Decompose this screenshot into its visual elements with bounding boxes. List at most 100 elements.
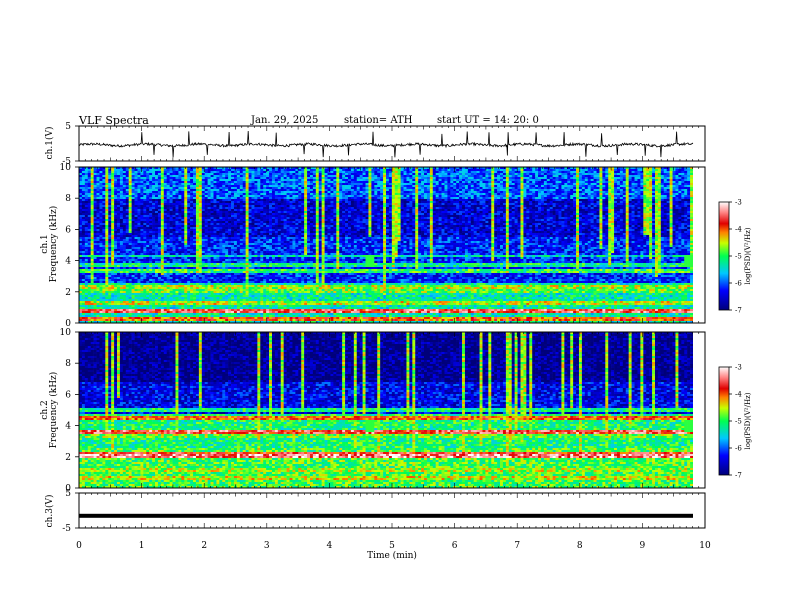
- spectrogram-cell: [681, 181, 685, 184]
- spectrogram-cell: [421, 171, 425, 174]
- spectrogram-cell: [535, 205, 539, 208]
- spectrogram-cell: [631, 177, 635, 180]
- spectrogram-cell: [482, 167, 486, 170]
- spectrogram-cell: [394, 203, 398, 206]
- spectrogram-cell: [535, 197, 539, 200]
- spectrogram-cell: [535, 167, 539, 170]
- spectrogram-cell: [128, 183, 132, 186]
- spectrogram-cell: [152, 209, 156, 212]
- spectrogram-cell: [450, 169, 454, 172]
- spectrogram-cell: [117, 183, 121, 186]
- spectrogram-cell: [131, 179, 135, 182]
- spectrogram-cell: [663, 195, 667, 198]
- spectrogram-cell: [280, 175, 284, 178]
- spectrogram-cell: [456, 177, 460, 180]
- spectrogram-cell: [523, 175, 527, 178]
- spectrogram-cell: [146, 173, 150, 176]
- spectrogram-cell: [526, 201, 530, 204]
- spectrogram-cell: [386, 207, 390, 210]
- spectrogram-cell: [570, 207, 574, 210]
- spectrogram-cell: [479, 187, 483, 190]
- spectrogram-cell: [517, 171, 521, 174]
- spectrogram-cell: [321, 203, 325, 206]
- spectrogram-cell: [304, 205, 308, 208]
- spectrogram-cell: [377, 173, 381, 176]
- spectrogram-cell: [374, 213, 378, 216]
- spectrogram-cell: [181, 203, 185, 206]
- spectrogram-cell: [383, 181, 387, 184]
- spectrogram-cell: [573, 185, 577, 188]
- spectrogram-cell: [114, 195, 118, 198]
- spectrogram-cell: [99, 211, 103, 214]
- spectrogram-cell: [479, 213, 483, 216]
- spectrogram-cell: [327, 175, 331, 178]
- spectrogram-cell: [421, 193, 425, 196]
- spectrogram-cell: [602, 173, 606, 176]
- spectrogram-cell: [567, 169, 571, 172]
- spectrogram-cell: [678, 193, 682, 196]
- spectrogram-cell: [251, 167, 255, 170]
- spectrogram-cell: [608, 175, 612, 178]
- spectrogram-cell: [409, 171, 413, 174]
- spectrogram-cell: [605, 191, 609, 194]
- spectrogram-cell: [216, 171, 220, 174]
- spectrogram-cell: [684, 167, 688, 170]
- spectrogram-cell: [79, 197, 83, 200]
- spectrogram-cell: [619, 197, 624, 200]
- spectrogram-cell: [233, 211, 238, 214]
- spectrogram-cell: [298, 187, 302, 190]
- spectrogram-cell: [119, 191, 124, 194]
- spectrogram-cell: [608, 199, 612, 202]
- spectrogram-cell: [93, 167, 97, 170]
- spectrogram-cell: [467, 209, 472, 212]
- spectrogram-cell: [359, 183, 363, 186]
- spectrogram-cell: [304, 195, 308, 198]
- spectrogram-cell: [131, 175, 135, 178]
- spectrogram-cell: [96, 211, 100, 214]
- spectrogram-cell: [353, 199, 358, 202]
- spectrogram-cell: [616, 203, 621, 206]
- spectrogram-cell: [347, 173, 352, 176]
- spectrogram-cell: [374, 207, 378, 210]
- spectrogram-cell: [429, 201, 434, 204]
- spectrogram-cell: [193, 211, 197, 214]
- spectrogram-cell: [155, 203, 159, 206]
- spectrogram-cell: [488, 179, 492, 182]
- spectrogram-cell: [371, 191, 375, 194]
- spectrogram-cell: [137, 211, 141, 214]
- spectrogram-cell: [470, 191, 475, 194]
- spectrogram-cell: [479, 211, 483, 214]
- spectrogram-cell: [339, 193, 343, 196]
- spectrogram-cell: [99, 179, 103, 182]
- spectrogram-cell: [125, 183, 129, 186]
- spectrogram-cell: [219, 185, 223, 188]
- spectrogram-cell: [140, 189, 144, 192]
- spectrogram-cell: [79, 179, 83, 182]
- spectrogram-cell: [280, 181, 284, 184]
- spectrogram-cell: [657, 185, 662, 188]
- spectrogram-cell: [397, 179, 401, 182]
- spectrogram-cell: [269, 167, 273, 170]
- spectrogram-cell: [415, 169, 419, 172]
- spectrogram-cell: [81, 201, 86, 204]
- spectrogram-cell: [441, 167, 445, 170]
- spectrogram-cell: [412, 169, 416, 172]
- spectrogram-cell: [271, 167, 276, 170]
- spectrogram-cell: [102, 205, 106, 208]
- spectrogram-cell: [546, 185, 551, 188]
- spectrogram-cell: [549, 187, 553, 190]
- spectrogram-cell: [225, 175, 229, 178]
- spectrogram-cell: [178, 211, 182, 214]
- spectrogram-cell: [421, 199, 425, 202]
- spectrogram-cell: [266, 179, 270, 182]
- spectrogram-cell: [643, 199, 647, 202]
- spectrogram-cell: [210, 197, 214, 200]
- spectrogram-cell: [558, 169, 562, 172]
- spectrogram-cell: [175, 191, 179, 194]
- spectrogram-cell: [611, 209, 615, 212]
- spectrogram-cell: [137, 189, 141, 192]
- spectrogram-cell: [657, 167, 662, 170]
- spectrogram-cell: [494, 179, 498, 182]
- spectrogram-cell: [687, 173, 691, 176]
- spectrogram-cell: [304, 171, 308, 174]
